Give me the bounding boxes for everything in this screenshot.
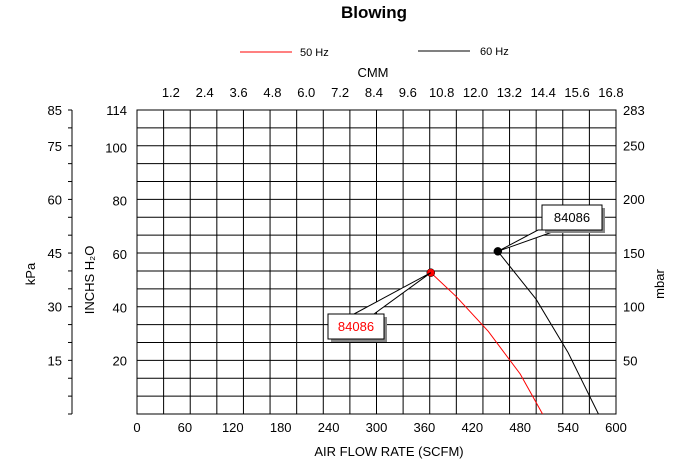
kpa-tick-label: 75	[48, 139, 62, 154]
chart-title: Blowing	[341, 3, 407, 22]
callout-pointer-0	[353, 272, 432, 315]
x2-tick-label: 3.6	[230, 85, 248, 100]
x-tick-label: 600	[605, 420, 627, 435]
mbar-tick-label: 200	[623, 192, 645, 207]
y-tick-label: 114	[106, 103, 127, 118]
mbar-tick-label: 250	[623, 138, 645, 153]
y-axis-label: INCHS H₂O	[82, 246, 97, 315]
x-tick-label: 240	[318, 420, 340, 435]
x-tick-label: 420	[461, 420, 483, 435]
legend-label-60hz: 60 Hz	[480, 46, 509, 58]
y-tick-label: 80	[113, 194, 127, 209]
x2-tick-label: 7.2	[331, 85, 349, 100]
x2-tick-label: 6.0	[297, 85, 315, 100]
series-line-1	[497, 251, 599, 415]
x-tick-label: 180	[270, 420, 292, 435]
y-tick-label: 100	[105, 140, 127, 155]
x-tick-label: 480	[509, 420, 531, 435]
mbar-tick-label: 50	[623, 353, 637, 368]
callouts: 84086 84086	[327, 204, 605, 342]
x-tick-label: 300	[366, 420, 388, 435]
x-tick-label: 60	[178, 420, 192, 435]
series-line-0	[430, 272, 543, 415]
callout-box-0	[327, 313, 385, 340]
x2-tick-label: 8.4	[365, 85, 383, 100]
x-tick-label: 360	[414, 420, 436, 435]
callout-box-1	[541, 204, 603, 231]
x2-tick-label: 14.4	[531, 85, 556, 100]
y-tick-label: 40	[113, 300, 127, 315]
x2-tick-label: 15.6	[564, 85, 589, 100]
kpa-tick-label: 60	[48, 192, 62, 207]
y-tick-label: 20	[113, 354, 127, 369]
legend: 50 Hz 60 Hz	[240, 46, 509, 59]
x2-tick-label: 16.8	[598, 85, 623, 100]
mbar-tick-label: 150	[623, 246, 645, 261]
x2-tick-label: 13.2	[497, 85, 522, 100]
x2-tick-label: 2.4	[196, 85, 214, 100]
kpa-tick-label: 85	[48, 103, 62, 118]
legend-label-50hz: 50 Hz	[300, 47, 329, 59]
x-tick-label: 540	[557, 420, 579, 435]
tick-labels: 0 60 120 180 240 300 360 420 480 540 600 1.2 2.4 3.6 4…	[48, 85, 645, 435]
mbar-tick-label: 283	[623, 103, 645, 118]
plot-frame	[136, 109, 617, 415]
x-tick-label: 120	[222, 420, 244, 435]
axes	[68, 109, 617, 415]
plot-grid	[137, 110, 616, 414]
kpa-tick-label: 15	[48, 353, 62, 368]
kpa-tick-label: 30	[48, 300, 62, 315]
y-tick-label: 60	[113, 247, 127, 262]
callout-label-1: 84086	[554, 210, 590, 225]
x2-tick-label: 12.0	[463, 85, 488, 100]
mbar-tick-label: 100	[623, 300, 645, 315]
x-tick-label: 0	[133, 420, 140, 435]
x2-tick-label: 9.6	[399, 85, 417, 100]
x-axis-label: AIR FLOW RATE (SCFM)	[314, 444, 463, 459]
callout-label-0: 84086	[338, 319, 374, 334]
kpa-tick-label: 45	[48, 246, 62, 261]
x2-axis-label: CMM	[357, 65, 388, 80]
mbar-axis-label: mbar	[652, 269, 667, 299]
callout-pointer-1	[497, 229, 559, 252]
x2-tick-label: 1.2	[162, 85, 180, 100]
kpa-axis-label: kPa	[23, 262, 38, 285]
x2-tick-label: 10.8	[429, 85, 454, 100]
series-group	[426, 247, 599, 415]
x2-tick-label: 4.8	[263, 85, 281, 100]
